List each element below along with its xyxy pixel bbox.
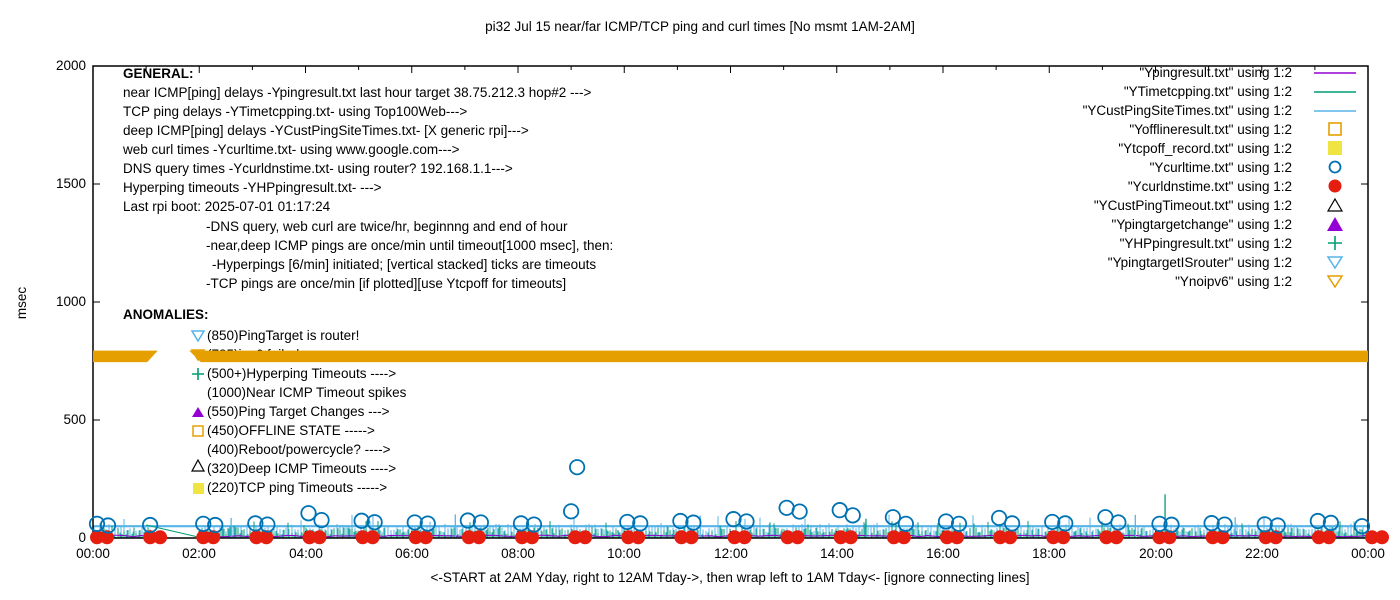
x-tick-0600: 06:00 bbox=[395, 546, 429, 561]
x-tick-0800: 08:00 bbox=[501, 546, 535, 561]
x-tick-2200: 22:00 bbox=[1245, 546, 1279, 561]
x-tick-0000-left: 00:00 bbox=[76, 546, 110, 561]
anomaly-item: (500+)Hyperping Timeouts ----> bbox=[207, 366, 397, 381]
x-tick-2000: 20:00 bbox=[1139, 546, 1173, 561]
circle-icon bbox=[1328, 179, 1342, 193]
anomaly-item: (450)OFFLINE STATE -----> bbox=[207, 423, 375, 438]
triangle-down-icon bbox=[1326, 275, 1344, 289]
general-heading: GENERAL: bbox=[123, 66, 194, 81]
general-line: deep ICMP[ping] delays -YCustPingSiteTim… bbox=[123, 123, 529, 138]
plus-icon bbox=[1328, 236, 1342, 250]
y-tick-2000: 2000 bbox=[55, 58, 86, 73]
legend-label: "Ytcpoff_record.txt" using 1:2 bbox=[1118, 141, 1292, 156]
triangle-down-icon bbox=[1326, 256, 1344, 270]
legend-label: "YCustPingSiteTimes.txt" using 1:2 bbox=[1082, 103, 1292, 118]
general-note: -near,deep ICMP pings are once/min until… bbox=[206, 238, 614, 253]
general-line: near ICMP[ping] delays -Ypingresult.txt … bbox=[123, 85, 592, 100]
anomaly-item: (220)TCP ping Timeouts -----> bbox=[207, 480, 388, 495]
anomaly-item: (850)PingTarget is router! bbox=[207, 328, 360, 343]
general-line: Last rpi boot: 2025-07-01 01:17:24 bbox=[123, 199, 331, 214]
general-line: Hyperping timeouts -YHPpingresult.txt- -… bbox=[123, 180, 382, 195]
triangle-down-icon bbox=[190, 330, 206, 343]
square-icon bbox=[1328, 122, 1342, 136]
y-tick-1000: 1000 bbox=[55, 294, 86, 309]
line-sample-icon bbox=[1314, 91, 1356, 93]
y-tick-500: 500 bbox=[63, 412, 86, 427]
general-line: TCP ping delays -YTimetcpping.txt- using… bbox=[123, 104, 468, 119]
legend-label: "Ycurltime.txt" using 1:2 bbox=[1149, 160, 1292, 175]
legend-label: "YHPpingresult.txt" using 1:2 bbox=[1119, 236, 1292, 251]
general-note: -DNS query, web curl are twice/hr, begin… bbox=[206, 219, 568, 234]
anomalies-heading: ANOMALIES: bbox=[123, 307, 209, 322]
x-tick-1800: 18:00 bbox=[1032, 546, 1066, 561]
legend-label: "Ynoipv6" using 1:2 bbox=[1175, 274, 1292, 289]
plus-icon bbox=[192, 368, 204, 380]
line-sample-icon bbox=[1314, 110, 1356, 112]
legend-label: "YTimetcpping.txt" using 1:2 bbox=[1123, 84, 1292, 99]
x-tick-1400: 14:00 bbox=[820, 546, 854, 561]
legend-label: "Ypingtargetchange" using 1:2 bbox=[1111, 217, 1292, 232]
square-icon bbox=[1328, 141, 1342, 155]
legend-label: "YpingtargetISrouter" using 1:2 bbox=[1107, 255, 1292, 270]
square-icon bbox=[193, 483, 204, 494]
anomaly-item: (550)Ping Target Changes ---> bbox=[207, 404, 390, 419]
triangle-up-icon bbox=[1327, 217, 1343, 231]
x-tick-0400: 04:00 bbox=[289, 546, 323, 561]
anomaly-item: (320)Deep ICMP Timeouts ----> bbox=[207, 461, 397, 476]
x-tick-1600: 16:00 bbox=[926, 546, 960, 561]
general-note: -Hyperpings [6/min] initiated; [vertical… bbox=[212, 257, 597, 272]
x-tick-1200: 12:00 bbox=[714, 546, 748, 561]
anomaly-item: (400)Reboot/powercycle? ----> bbox=[207, 442, 391, 457]
legend-label: "Ypingresult.txt" using 1:2 bbox=[1139, 65, 1292, 80]
x-axis-note: <-START at 2AM Yday, right to 12AM Tday-… bbox=[430, 570, 1030, 585]
anomaly-item: (1000)Near ICMP Timeout spikes bbox=[207, 385, 407, 400]
x-tick-1000: 10:00 bbox=[607, 546, 641, 561]
line-sample-icon bbox=[1314, 72, 1356, 74]
triangle-up-icon bbox=[192, 407, 204, 417]
circle-icon bbox=[1328, 160, 1342, 174]
legend-label: "YCustPingTimeout.txt" using 1:2 bbox=[1093, 198, 1292, 213]
x-tick-0000-right: 00:00 bbox=[1351, 546, 1385, 561]
x-tick-0200: 02:00 bbox=[182, 546, 216, 561]
legend-label: "Ycurldnstime.txt" using 1:2 bbox=[1127, 179, 1292, 194]
y-tick-0: 0 bbox=[78, 530, 86, 545]
triangle-down-icon bbox=[190, 349, 206, 362]
general-note: -TCP pings are once/min [if plotted][use… bbox=[206, 276, 567, 291]
general-line: web curl times -Ycurltime.txt- using www… bbox=[123, 142, 460, 157]
triangle-up-icon bbox=[1326, 197, 1344, 212]
general-line: DNS query times -Ycurldnstime.txt- using… bbox=[123, 161, 513, 176]
square-icon bbox=[192, 425, 204, 437]
anomaly-item: (785)ipv6 failed ----> bbox=[207, 347, 329, 362]
y-tick-1500: 1500 bbox=[55, 176, 86, 191]
legend-label: "Yofflineresult.txt" using 1:2 bbox=[1129, 122, 1292, 137]
chart-title: pi32 Jul 15 near/far ICMP/TCP ping and c… bbox=[485, 19, 915, 34]
triangle-up-icon bbox=[190, 458, 206, 472]
